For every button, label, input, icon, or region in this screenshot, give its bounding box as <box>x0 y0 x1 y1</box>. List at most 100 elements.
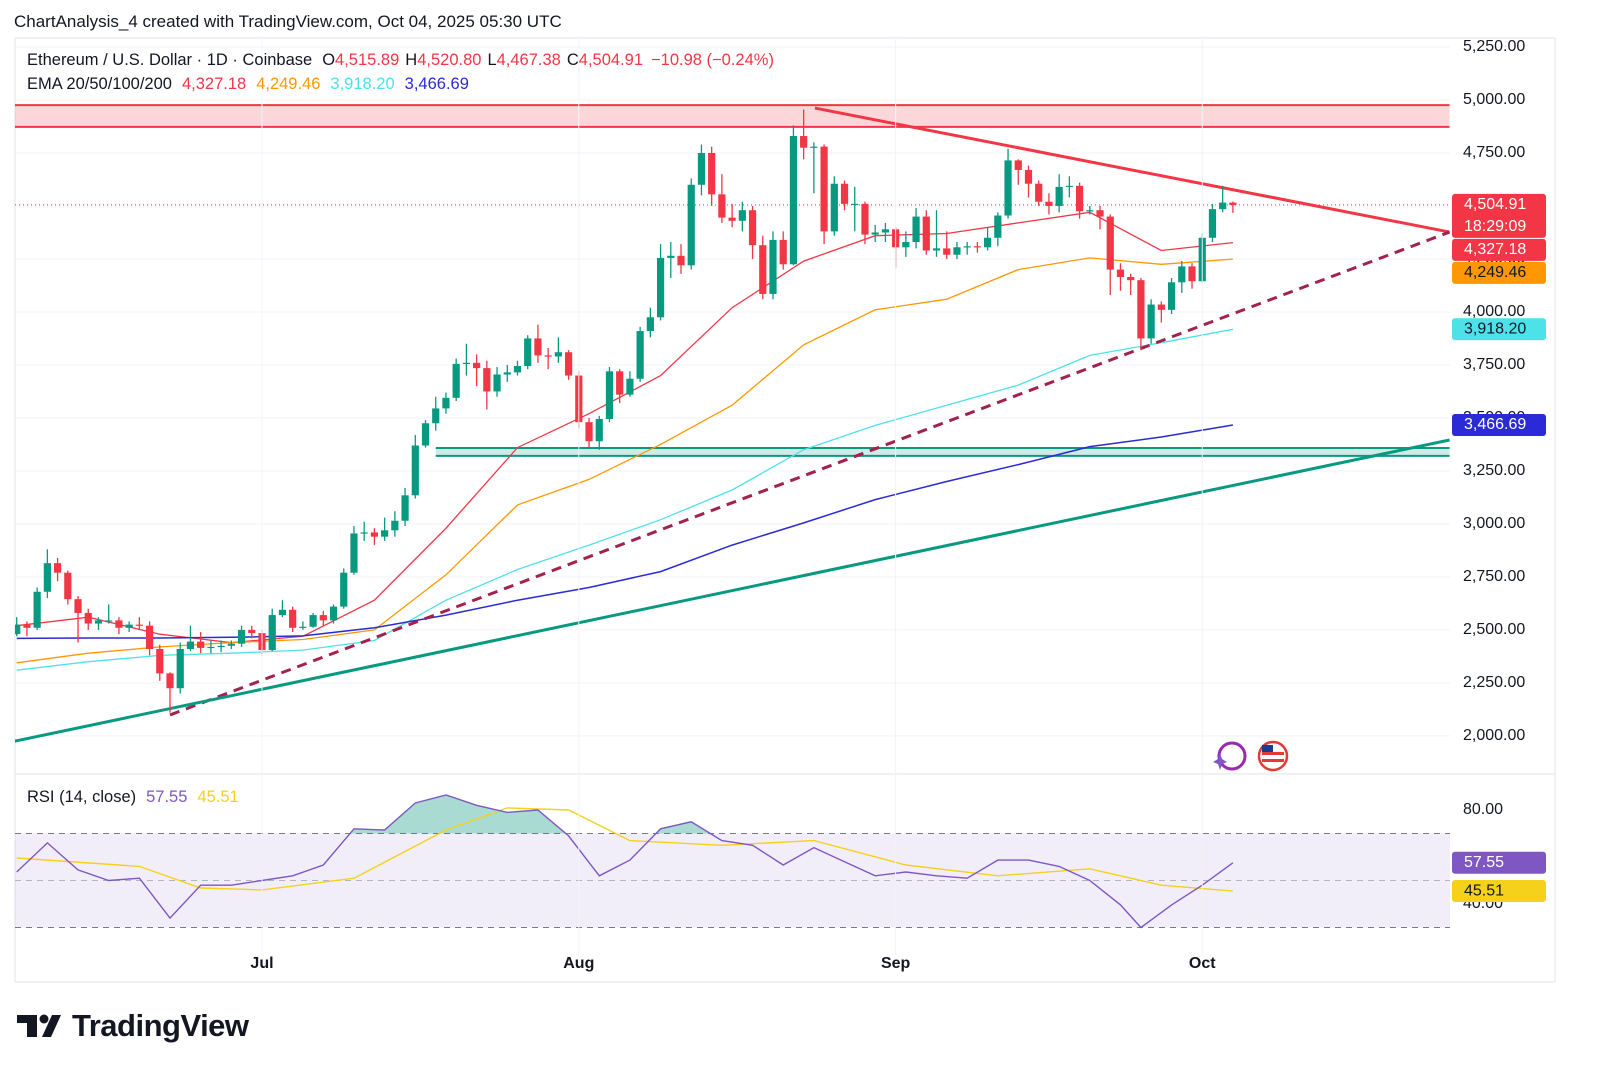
ema-line <box>16 424 1234 640</box>
candle-body <box>871 232 879 235</box>
y-tick-label: 5,250.00 <box>1463 38 1525 55</box>
candle-body <box>524 338 532 367</box>
candle-body <box>667 255 675 258</box>
y-tick-label: 3,000.00 <box>1463 515 1525 532</box>
candle-body <box>105 620 113 622</box>
candle-body <box>84 612 92 624</box>
candle-body <box>493 374 501 392</box>
candle-body <box>411 445 419 496</box>
attribution: ChartAnalysis_4 created with TradingView… <box>14 12 562 31</box>
candle-body <box>15 624 21 635</box>
candle-body <box>1167 282 1176 310</box>
ohlc-value: 4,520.80 <box>417 51 482 69</box>
candle-body <box>738 210 746 221</box>
candle-body <box>769 239 777 294</box>
candle-body <box>881 229 890 233</box>
price-tag-label: 4,249.46 <box>1464 264 1526 281</box>
toolbar-icons <box>1213 740 1289 772</box>
axes: 2,000.00 2,250.00 2,500.00 2,750.00 3,000.00… <box>250 38 1546 972</box>
y-tick-label: 80.00 <box>1463 801 1503 818</box>
x-tick-label: Aug <box>563 955 594 972</box>
candle-body <box>145 625 154 649</box>
ema-line <box>16 257 1233 664</box>
ohlc-key: H <box>405 51 418 69</box>
candle-body <box>401 495 409 521</box>
price-tag-label: 3,918.20 <box>1464 321 1526 338</box>
indicator-value: 3,918.20 <box>330 75 395 93</box>
trendline <box>169 230 1450 717</box>
price-tag-label: 18:29:09 <box>1464 218 1526 235</box>
candle-body <box>708 152 716 195</box>
candle-body <box>861 203 869 235</box>
ema-line <box>16 211 1233 644</box>
candle-body <box>840 183 849 204</box>
candle-body <box>1024 169 1033 184</box>
candle-body <box>278 609 287 616</box>
price-tag-label: 3,466.69 <box>1464 416 1526 433</box>
candle-body <box>554 352 562 357</box>
zone <box>15 105 1450 127</box>
indicator-name: EMA 20/50/100/200 <box>27 75 172 93</box>
candle-body <box>1045 201 1053 206</box>
candle-body <box>53 563 62 573</box>
candle-body <box>156 648 164 674</box>
candle-body <box>830 183 838 232</box>
candle-body <box>1035 183 1043 202</box>
candle-body <box>350 533 358 573</box>
candle-body <box>227 643 235 646</box>
candle-body <box>789 136 798 265</box>
candle-body <box>656 257 665 318</box>
candle-body <box>1178 266 1186 283</box>
symbol-title: Ethereum / U.S. Dollar · 1D · Coinbase <box>27 51 313 69</box>
price-tag <box>1452 851 1546 874</box>
brand-name: TradingView <box>72 1008 249 1043</box>
y-tick-label: 4,750.00 <box>1463 144 1525 161</box>
icon-ideas[interactable] <box>1217 741 1247 771</box>
ohlc-key: L <box>487 51 497 69</box>
rsi-line <box>16 794 1234 929</box>
candle-body <box>1065 185 1073 188</box>
price-tag <box>1452 261 1546 284</box>
candle-body <box>1055 186 1063 206</box>
candle-body <box>1004 160 1012 216</box>
overbought-fill <box>350 795 711 834</box>
candle-body <box>115 620 123 628</box>
candle-body <box>370 532 379 537</box>
candle-body <box>800 136 808 148</box>
candle-body <box>1137 280 1145 339</box>
candle-body <box>820 146 828 232</box>
candle-body <box>452 363 460 398</box>
symbol-legend: Ethereum / U.S. Dollar · 1D · Coinbase O4… <box>27 51 774 70</box>
trendline <box>814 106 1450 234</box>
icon-spark <box>1213 753 1227 770</box>
candle-body <box>973 246 981 248</box>
candle-body <box>462 362 470 365</box>
y-tick-label: 3,750.00 <box>1463 356 1525 373</box>
y-tick-label: 2,750.00 <box>1463 568 1525 585</box>
candle-body <box>677 255 685 266</box>
candle-body <box>207 646 215 649</box>
candle-body <box>268 615 276 651</box>
y-tick-label: 3,250.00 <box>1463 462 1525 479</box>
candle-body <box>503 372 511 375</box>
x-tick-label: Sep <box>881 955 911 972</box>
rsi-line <box>16 807 1233 892</box>
ema-legend: EMA 20/50/100/200 4,327.18 4,249.46 3,918.2… <box>27 75 469 94</box>
candle-body <box>1219 202 1227 210</box>
candle-body <box>289 609 297 628</box>
candle-body <box>1127 276 1135 281</box>
candle-body <box>810 146 818 148</box>
candle-body <box>1208 209 1217 238</box>
candle-body <box>94 620 103 624</box>
candle-body <box>513 366 522 373</box>
indicator-value: 45.51 <box>197 788 239 806</box>
candle-body <box>616 371 624 395</box>
ohlc-value: 4,467.38 <box>496 51 561 69</box>
ohlc-value: 4,515.89 <box>335 51 400 69</box>
candle-body <box>381 530 389 537</box>
indicator-value: 4,327.18 <box>181 75 247 93</box>
flag-canton <box>1262 745 1273 752</box>
candle-body <box>299 626 307 628</box>
candle-body <box>197 641 205 648</box>
